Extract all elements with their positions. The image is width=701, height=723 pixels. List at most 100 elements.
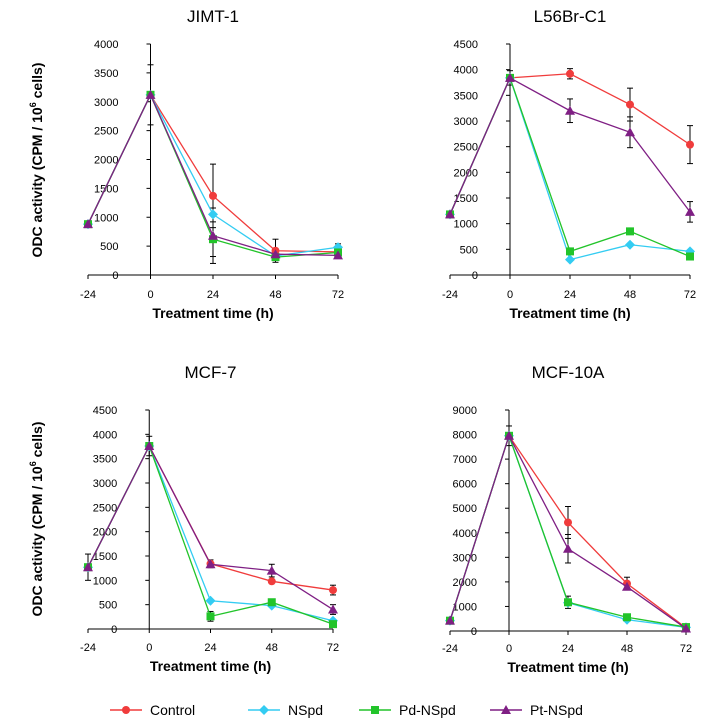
data-point-pt-nspd	[266, 565, 277, 575]
y-tick-label: 0	[111, 624, 117, 636]
data-point-pt-nspd	[144, 441, 155, 451]
chart-title: MCF-7	[185, 363, 237, 382]
y-tick-label: 2500	[454, 142, 478, 154]
y-tick-label: 0	[472, 270, 478, 282]
x-tick-label: 24	[562, 643, 574, 655]
data-point-pt-nspd	[565, 105, 575, 115]
data-point-pt-nspd	[681, 623, 691, 633]
y-tick-label: 3500	[93, 454, 117, 466]
legend: Control NSpd Pd-NSpd Pt-NSpd	[110, 702, 583, 718]
legend-label: NSpd	[288, 702, 323, 718]
data-point-control	[329, 586, 337, 595]
chart-panel-4: MCF-10A 0 1000 2000 3000 4000 5000 6000 7000 8000…	[442, 363, 692, 675]
chart-panel-1: JIMT-1 0 500 1000 1500 2000 2500 3000 3500 4000 -2…	[28, 7, 344, 321]
y-tick-label: 2000	[453, 577, 477, 589]
x-tick-label: -24	[80, 289, 96, 301]
x-tick-label: -24	[80, 642, 96, 654]
x-tick-label: 48	[269, 289, 281, 301]
x-tick-label: 72	[332, 289, 344, 301]
data-point-control	[686, 140, 694, 149]
y-tick-label: 4500	[93, 405, 117, 417]
y-tick-label: 6000	[453, 479, 477, 491]
x-axis-label: Treatment time (h)	[152, 305, 273, 321]
data-point-nspd	[208, 209, 218, 220]
y-tick-label: 5000	[453, 503, 477, 515]
legend-item-nspd: NSpd	[248, 702, 323, 718]
y-axis-label: ODC activity (CPM / 106 cells)	[28, 422, 45, 617]
x-tick-label: 72	[684, 289, 696, 301]
data-point-pt-nspd	[83, 562, 93, 572]
data-point-pt-nspd	[83, 219, 93, 229]
legend-label: Pt-NSpd	[530, 702, 583, 718]
y-tick-label: 3000	[453, 552, 477, 564]
x-tick-label: 72	[680, 643, 692, 655]
y-tick-label: 3000	[94, 97, 118, 109]
legend-marker	[501, 705, 511, 714]
legend-label: Control	[150, 702, 195, 718]
y-tick-label: 1000	[454, 219, 478, 231]
y-tick-label: 9000	[453, 405, 477, 417]
data-point-pt-nspd	[622, 581, 632, 591]
data-point-control	[564, 518, 572, 527]
y-tick-label: 0	[471, 626, 477, 638]
series-line-control	[449, 73, 691, 215]
y-tick-label: 4000	[93, 429, 117, 441]
x-tick-label: 0	[506, 643, 512, 655]
y-tick-label: 3500	[94, 68, 118, 80]
y-tick-label: 3000	[454, 116, 478, 128]
data-point-control	[626, 100, 634, 109]
x-axis-label: Treatment time (h)	[150, 658, 271, 674]
y-axis-label-end: cells)	[29, 63, 45, 103]
y-tick-label: 1500	[94, 183, 118, 195]
chart-panel-2: L56Br-C1 0 500 1000 1500 2000 2500 3000 3500 4000…	[442, 7, 696, 321]
legend-marker	[122, 706, 130, 714]
data-point-nspd	[205, 595, 216, 606]
y-tick-label: 2000	[94, 155, 118, 167]
data-point-pt-nspd	[145, 89, 156, 99]
legend-item-pt-nspd: Pt-NSpd	[490, 702, 583, 718]
chart-title: JIMT-1	[187, 7, 239, 26]
data-point-pd-nspd	[623, 613, 631, 622]
y-tick-label: 2500	[94, 126, 118, 138]
y-tick-label: 8000	[453, 430, 477, 442]
data-point-control	[566, 69, 574, 78]
data-point-pd-nspd	[566, 247, 574, 256]
y-tick-label: 1000	[93, 575, 117, 587]
data-point-nspd	[625, 239, 635, 250]
y-tick-label: 1000	[453, 601, 477, 613]
y-tick-label: 1500	[93, 551, 117, 563]
y-tick-label: 4000	[453, 528, 477, 540]
data-point-pt-nspd	[685, 206, 695, 216]
y-tick-label: 2500	[93, 502, 117, 514]
data-point-pt-nspd	[504, 430, 514, 440]
y-tick-label: 0	[112, 270, 118, 282]
x-tick-label: 24	[204, 642, 216, 654]
data-point-pt-nspd	[270, 249, 281, 259]
data-point-pt-nspd	[333, 250, 343, 260]
legend-label: Pd-NSpd	[399, 702, 456, 718]
y-axis-label-sup: 6	[28, 102, 38, 107]
data-point-pt-nspd	[328, 604, 338, 614]
y-tick-label: 3500	[454, 90, 478, 102]
legend-item-control: Control	[110, 702, 195, 718]
y-tick-label: 3000	[93, 478, 117, 490]
data-point-pt-nspd	[563, 543, 573, 553]
x-tick-label: 48	[624, 289, 636, 301]
x-axis-label: Treatment time (h)	[507, 659, 628, 675]
x-tick-label: 48	[266, 642, 278, 654]
x-tick-label: -24	[442, 643, 458, 655]
y-axis-label: ODC activity (CPM / 106 cells)	[28, 63, 45, 258]
y-tick-label: 2000	[454, 167, 478, 179]
data-point-pt-nspd	[625, 127, 635, 137]
x-tick-label: 0	[507, 289, 513, 301]
data-point-nspd	[565, 254, 575, 265]
chart-title: MCF-10A	[532, 363, 605, 382]
data-point-pd-nspd	[267, 598, 276, 607]
data-point-pt-nspd	[205, 559, 216, 569]
data-point-pd-nspd	[686, 252, 694, 261]
y-tick-label: 500	[460, 244, 478, 256]
data-point-pd-nspd	[626, 227, 634, 236]
series-line-pt-nspd	[449, 76, 691, 215]
x-axis-label: Treatment time (h)	[509, 305, 630, 321]
